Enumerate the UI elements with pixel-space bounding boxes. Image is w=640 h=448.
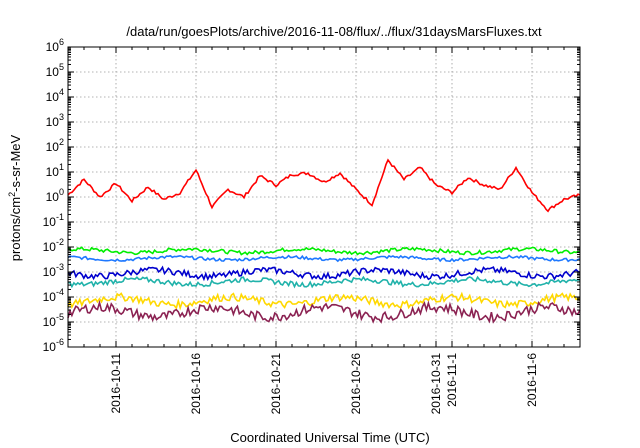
y-tick-label: 10-6	[43, 337, 64, 354]
x-axis-ticks: 2016-10-11 2016-10-16 2016-10-21 2016-10-26…	[67, 47, 581, 415]
y-tick-label: 100	[46, 187, 64, 204]
y-tick-label: 10-4	[43, 287, 64, 304]
x-tick-label: 2016-10-21	[269, 353, 283, 415]
y-tick-label: 10-1	[43, 212, 64, 229]
y-tick-label: 10-5	[43, 312, 64, 329]
x-tick-label: 2016-10-16	[189, 353, 203, 415]
y-tick-label: 106	[46, 37, 64, 54]
x-tick-label: 2016-10-31	[429, 353, 443, 415]
y-tick-label: 10-3	[43, 262, 64, 279]
series-line-3	[67, 265, 581, 282]
x-tick-label: 2016-11-6	[525, 353, 539, 407]
y-tick-label: 101	[46, 162, 64, 179]
y-tick-label: 103	[46, 112, 64, 129]
x-axis-label: Coordinated Universal Time (UTC)	[230, 430, 429, 445]
y-tick-label: 102	[46, 137, 64, 154]
series-line-6	[67, 299, 581, 324]
series-line-5	[67, 291, 581, 311]
y-tick-label: 10-2	[43, 237, 64, 254]
y-axis-label: protons/cm2-s-sr-MeV	[7, 134, 23, 261]
gridlines	[68, 47, 580, 347]
x-tick-label: 2016-11-1	[445, 353, 459, 407]
chart-title: /data/run/goesPlots/archive/2016-11-08/f…	[126, 24, 542, 39]
x-tick-label: 2016-10-11	[109, 353, 123, 414]
y-tick-label: 104	[46, 87, 64, 104]
x-tick-label: 2016-10-26	[349, 353, 363, 415]
y-axis-ticks: 10-6 10-5 10-4 10-3 10-2 10-1 100 101 102 103 104 1…	[43, 37, 580, 354]
series-line-2	[67, 254, 581, 263]
series-line-1	[67, 246, 581, 256]
series-group	[67, 158, 581, 324]
y-tick-label: 105	[46, 62, 64, 79]
series-line-0	[67, 158, 581, 213]
series-line-4	[67, 275, 581, 289]
